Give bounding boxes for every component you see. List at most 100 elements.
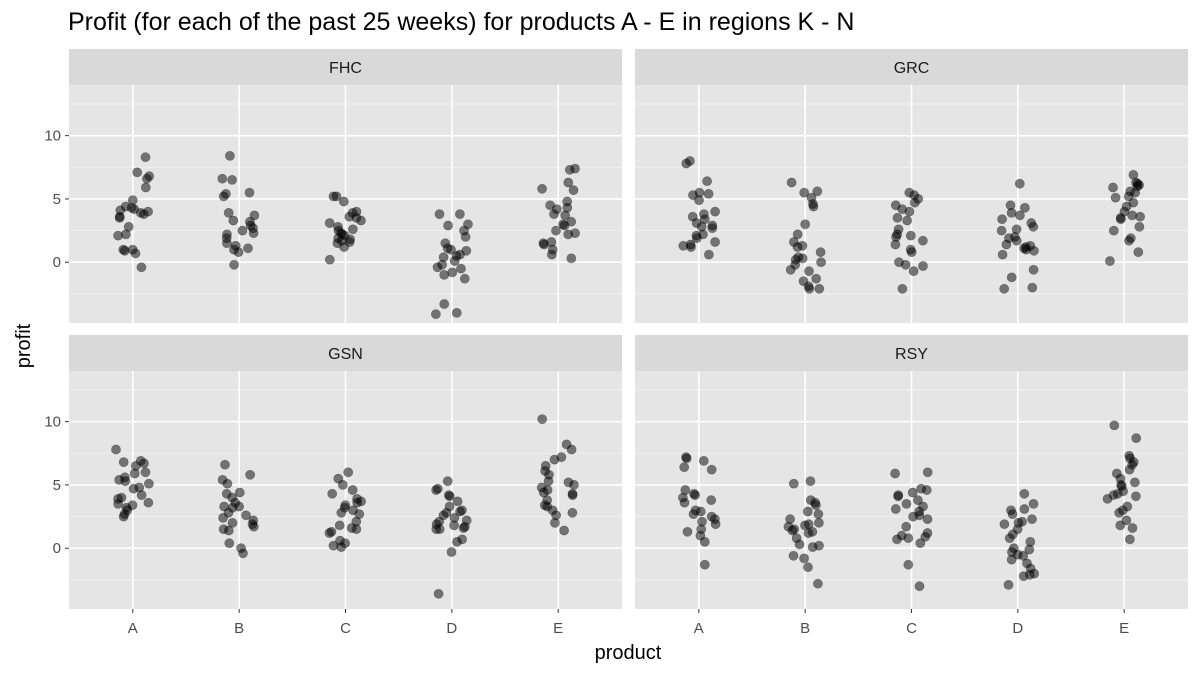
data-point (559, 220, 570, 231)
data-point (227, 174, 237, 185)
data-point (814, 283, 825, 294)
data-point (814, 518, 824, 528)
data-point (568, 185, 579, 195)
data-point (132, 167, 143, 178)
data-point (229, 259, 239, 270)
panel-rsy: RSY A B C D E (635, 335, 1188, 637)
data-point (1018, 571, 1029, 581)
data-point (113, 498, 123, 509)
data-point (914, 581, 925, 592)
data-point (1020, 202, 1030, 213)
data-point (452, 537, 462, 547)
data-point (799, 553, 809, 564)
data-point (243, 243, 253, 254)
data-point (1019, 504, 1030, 514)
data-point (800, 219, 811, 230)
data-point (432, 262, 443, 273)
data-point (143, 478, 154, 489)
chart-title: Profit (for each of the past 25 weeks) f… (68, 8, 854, 36)
data-point (1121, 515, 1132, 526)
data-point (921, 485, 932, 495)
data-point (890, 468, 900, 479)
data-point (431, 485, 441, 495)
data-point (241, 510, 251, 521)
data-point (710, 206, 720, 217)
data-point (234, 487, 245, 498)
data-point (1134, 221, 1145, 232)
data-point (997, 214, 1007, 225)
facet-strip (635, 335, 1188, 371)
data-point (679, 462, 690, 473)
data-point (997, 249, 1008, 260)
data-point (694, 195, 704, 206)
data-point (805, 476, 816, 486)
data-point (1004, 533, 1015, 543)
data-point (698, 455, 709, 466)
data-point (356, 215, 366, 226)
y-tick-label: 5 (53, 477, 61, 494)
y-tick-label: 0 (53, 540, 61, 557)
panel-grc: GRC (635, 49, 1188, 323)
data-point (913, 495, 923, 505)
data-point (1027, 282, 1038, 293)
data-point (458, 523, 469, 533)
data-point (915, 538, 926, 549)
y-axis-title: profit (13, 323, 35, 368)
data-point (223, 207, 234, 218)
data-point (120, 476, 131, 486)
data-point (707, 223, 718, 233)
data-point (1123, 191, 1134, 202)
data-point (682, 526, 693, 537)
data-point (686, 242, 696, 252)
data-point (794, 539, 805, 550)
data-point (908, 266, 919, 276)
data-point (111, 444, 121, 455)
data-point (792, 229, 803, 240)
data-point (228, 215, 239, 226)
data-point (890, 504, 901, 514)
facet-strip-label: GRC (894, 60, 930, 77)
panel-gsn: GSN 0 5 10 A B C D E (44, 335, 622, 637)
data-point (118, 457, 129, 467)
data-point (999, 519, 1010, 530)
data-point (1015, 210, 1025, 221)
data-point (433, 588, 444, 599)
data-point (563, 177, 574, 188)
data-point (1028, 264, 1039, 275)
data-point (338, 196, 349, 207)
data-point (702, 176, 712, 187)
data-point (1125, 534, 1135, 545)
data-point (431, 524, 442, 535)
data-point (324, 218, 335, 228)
data-point (447, 267, 458, 278)
data-point (339, 242, 349, 252)
data-point (690, 490, 700, 500)
data-point (218, 191, 229, 202)
data-point (337, 479, 348, 490)
x-tick-label: A (128, 620, 138, 637)
data-point (549, 454, 560, 465)
data-point (221, 238, 232, 249)
data-point (233, 247, 244, 257)
data-point (328, 191, 339, 202)
data-point (549, 209, 559, 219)
data-point (140, 467, 151, 478)
data-point (327, 488, 338, 499)
data-point (537, 183, 547, 194)
panel-fhc: FHC 0 5 10 (44, 49, 622, 323)
facet-strip-label: RSY (895, 346, 928, 363)
data-point (223, 525, 234, 536)
facet-strip (635, 49, 1188, 85)
data-point (706, 495, 717, 505)
data-point (999, 283, 1010, 294)
data-point (459, 273, 470, 284)
x-tick-label: B (800, 620, 810, 637)
data-point (815, 247, 826, 257)
data-point (567, 490, 578, 500)
data-point (139, 458, 149, 469)
data-point (699, 537, 710, 547)
x-tick-label: C (340, 620, 351, 637)
data-point (559, 525, 569, 536)
panels-layer: FHC 0 5 10 GRC GSN 0 5 10 A B C D E RSY A B C D E (44, 49, 1188, 637)
